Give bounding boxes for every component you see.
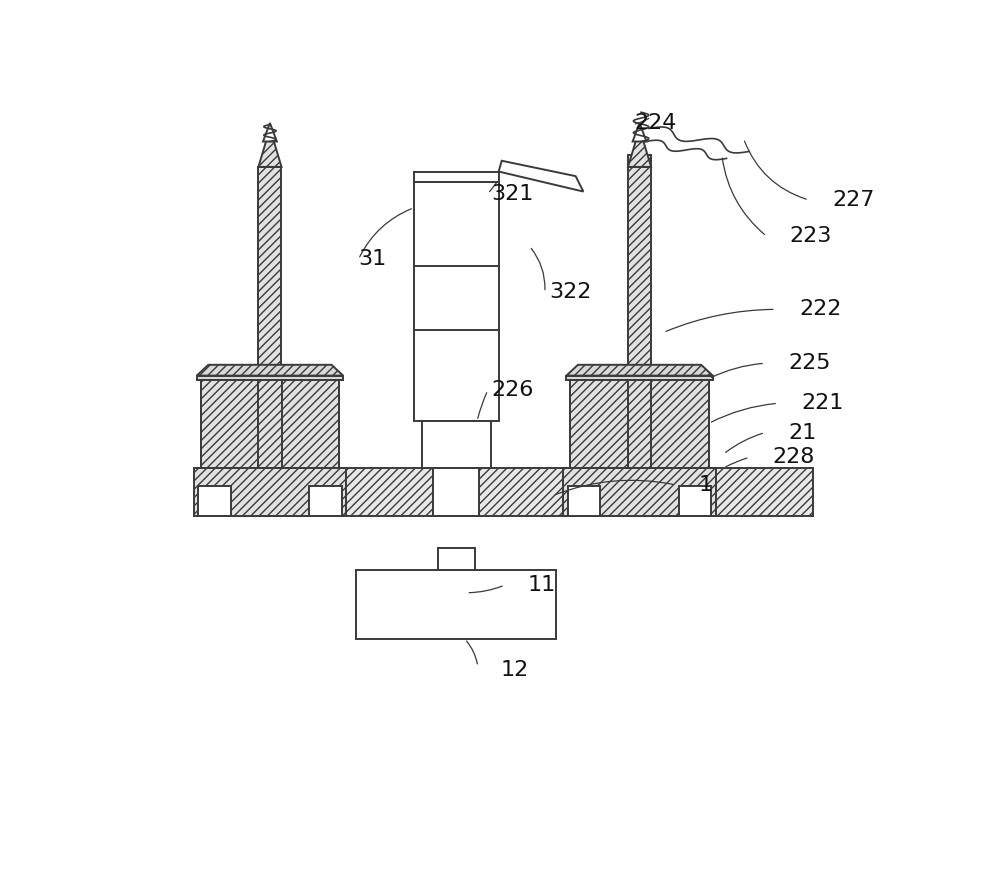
Bar [570,380,709,468]
Text: 1: 1 [699,475,713,495]
Polygon shape [628,140,651,167]
Bar [563,468,716,515]
Bar [194,468,346,515]
Text: 226: 226 [491,380,533,400]
Bar [212,468,813,515]
Bar [568,486,600,515]
Text: 31: 31 [358,249,387,270]
Text: 321: 321 [491,184,533,204]
Bar [201,380,258,468]
Text: 222: 222 [799,300,841,319]
Bar [414,182,499,421]
Text: 225: 225 [788,354,831,373]
Bar [570,380,628,468]
Text: 224: 224 [634,113,677,133]
Text: 12: 12 [501,659,529,680]
Text: 11: 11 [528,575,556,595]
Bar [433,468,479,515]
Bar [258,167,282,468]
Text: 221: 221 [801,393,844,414]
Polygon shape [197,365,343,376]
Text: 227: 227 [832,190,874,210]
Bar [422,421,491,468]
Text: 21: 21 [788,423,816,443]
Text: 228: 228 [773,447,815,468]
Bar [651,380,709,468]
Polygon shape [197,376,343,380]
Bar [679,486,711,515]
Text: 322: 322 [549,282,592,302]
Polygon shape [258,140,282,167]
Bar [309,486,342,515]
Bar [628,167,651,468]
Bar [628,156,651,167]
Polygon shape [499,161,583,192]
Polygon shape [566,365,713,376]
Bar [282,380,339,468]
Bar [201,380,339,468]
Text: 223: 223 [790,226,832,247]
Bar [198,486,231,515]
Bar [438,548,475,569]
Polygon shape [263,123,277,141]
Polygon shape [566,376,713,380]
Polygon shape [633,123,646,141]
Bar [414,171,499,182]
Bar [356,569,556,639]
